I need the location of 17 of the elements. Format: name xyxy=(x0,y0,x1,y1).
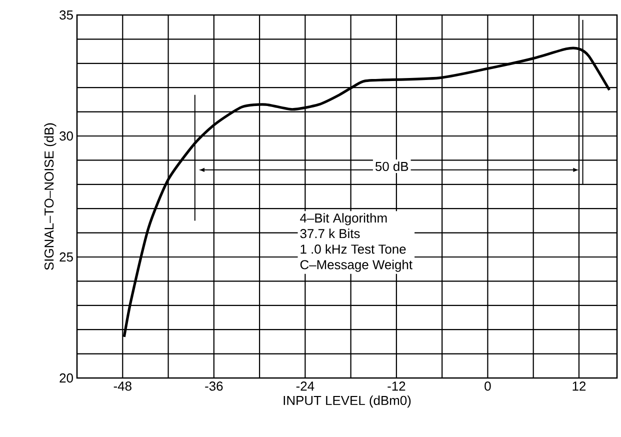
x-tick-label: -36 xyxy=(205,382,223,391)
annotation: 4–Bit Algorithm xyxy=(300,213,387,226)
y-tick-label: 35 xyxy=(60,10,73,20)
x-tick-label: -48 xyxy=(114,382,132,391)
y-axis-title: SIGNAL–TO–NOISE (dB) xyxy=(44,123,56,270)
x-tick-label: -24 xyxy=(296,382,314,391)
x-axis-title: INPUT LEVEL (dBm0) xyxy=(284,396,411,408)
x-tick-label: 0 xyxy=(484,382,491,391)
y-tick-label: 30 xyxy=(60,131,73,141)
x-tick-label: -12 xyxy=(388,382,406,391)
annotation: 50 dB xyxy=(375,161,408,172)
x-tick-label: 12 xyxy=(572,382,586,391)
y-tick-label: 20 xyxy=(60,373,73,383)
annotation: C–Message Weight xyxy=(300,260,412,272)
y-tick-label: 25 xyxy=(60,252,73,262)
annotation: 1 .0 kHz Test Tone xyxy=(300,244,406,254)
annotation: 37.7 k Bits xyxy=(300,228,360,238)
